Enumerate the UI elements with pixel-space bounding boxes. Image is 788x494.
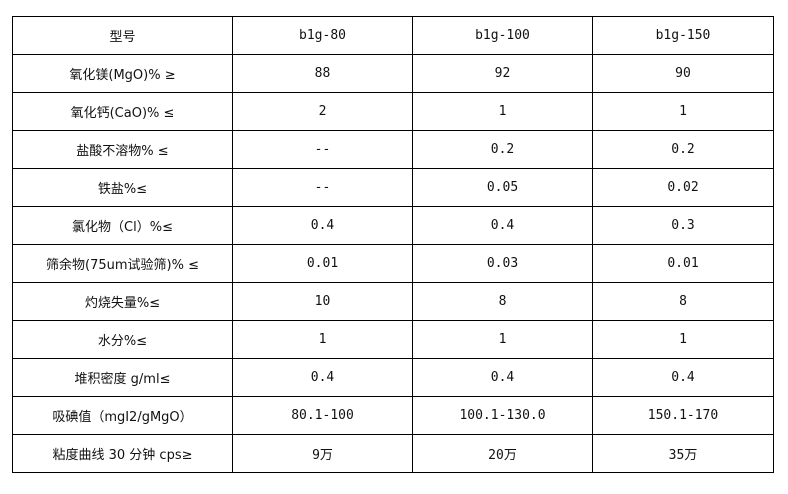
- table-row: 氧化钙(CaO)% ≤2 1 1: [12, 92, 774, 131]
- property-cell: 筛余物(75um试验筛)% ≤: [12, 244, 233, 283]
- value-cell: 1: [412, 92, 593, 131]
- property-cell: 灼烧失量%≤: [12, 282, 233, 321]
- value-cell: 0.05: [412, 168, 593, 207]
- value-cell: 92: [412, 54, 593, 93]
- value-cell: 8: [592, 282, 774, 321]
- header-cell: b1g-150: [592, 16, 774, 55]
- property-cell: 盐酸不溶物% ≤: [12, 130, 233, 169]
- value-cell: 0.2: [592, 130, 774, 169]
- table-row: 吸碘值（mgI2/gMgO） 80.1-100 100.1-130.0 150.1-1…: [12, 396, 774, 435]
- value-cell: 0.4: [412, 358, 593, 397]
- property-cell: 氧化钙(CaO)% ≤: [12, 92, 233, 131]
- value-cell: 0.01: [232, 244, 413, 283]
- value-cell: 100.1-130.0: [412, 396, 593, 435]
- value-cell: 20万: [412, 434, 593, 473]
- value-cell: --: [232, 130, 413, 169]
- table-row: 水分%≤ 1 1 1: [12, 320, 774, 359]
- property-cell: 氧化镁(MgO)% ≥: [12, 54, 233, 93]
- value-cell: 35万: [592, 434, 774, 473]
- header-cell: b1g-80: [232, 16, 413, 55]
- value-cell: 0.4: [412, 206, 593, 245]
- value-cell: 10: [232, 282, 413, 321]
- property-cell: 吸碘值（mgI2/gMgO）: [12, 396, 233, 435]
- value-cell: 0.3: [592, 206, 774, 245]
- table-row: 灼烧失量%≤ 10 8 8: [12, 282, 774, 321]
- header-cell: 型号: [12, 16, 233, 55]
- value-cell: 9万: [232, 434, 413, 473]
- value-cell: 0.4: [232, 358, 413, 397]
- value-cell: 90: [592, 54, 774, 93]
- table-row: 堆积密度 g/ml≤ 0.4 0.4 0.4: [12, 358, 774, 397]
- table-row: 盐酸不溶物% ≤ -- 0.2 0.2: [12, 130, 774, 169]
- property-cell: 铁盐%≤: [12, 168, 233, 207]
- value-cell: 0.2: [412, 130, 593, 169]
- table-row: 氯化物（Cl）%≤ 0.4 0.4 0.3: [12, 206, 774, 245]
- table-row: 筛余物(75um试验筛)% ≤0.01 0.03 0.01: [12, 244, 774, 283]
- header-cell: b1g-100: [412, 16, 593, 55]
- value-cell: 0.4: [232, 206, 413, 245]
- value-cell: 8: [412, 282, 593, 321]
- value-cell: 1: [592, 320, 774, 359]
- value-cell: 0.4: [592, 358, 774, 397]
- property-cell: 堆积密度 g/ml≤: [12, 358, 233, 397]
- spec-table: 型号 b1g-80 b1g-100 b1g-150 氧化镁(MgO)% ≥88 92 90 氧…: [12, 16, 774, 473]
- table-row: 粘度曲线 30 分钟 cps≥ 9万 20万 35万: [12, 434, 774, 473]
- table-row: 铁盐%≤ -- 0.05 0.02: [12, 168, 774, 207]
- value-cell: 0.03: [412, 244, 593, 283]
- value-cell: 1: [592, 92, 774, 131]
- value-cell: 80.1-100: [232, 396, 413, 435]
- property-cell: 氯化物（Cl）%≤: [12, 206, 233, 245]
- value-cell: --: [232, 168, 413, 207]
- value-cell: 150.1-170: [592, 396, 774, 435]
- value-cell: 0.01: [592, 244, 774, 283]
- property-cell: 粘度曲线 30 分钟 cps≥: [12, 434, 233, 473]
- value-cell: 1: [232, 320, 413, 359]
- value-cell: 2: [232, 92, 413, 131]
- value-cell: 1: [412, 320, 593, 359]
- value-cell: 88: [232, 54, 413, 93]
- header-row: 型号 b1g-80 b1g-100 b1g-150: [12, 16, 774, 55]
- value-cell: 0.02: [592, 168, 774, 207]
- property-cell: 水分%≤: [12, 320, 233, 359]
- table-row: 氧化镁(MgO)% ≥88 92 90: [12, 54, 774, 93]
